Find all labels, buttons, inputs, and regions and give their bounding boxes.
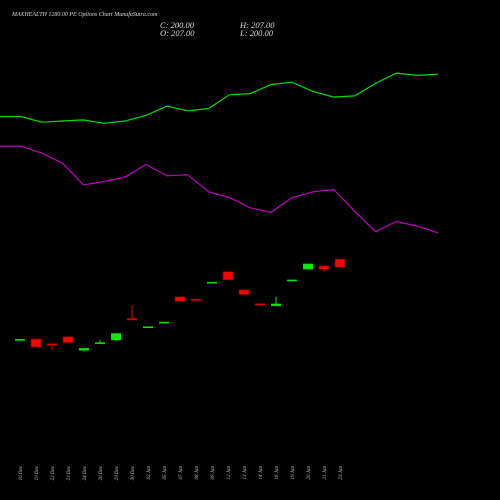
candle-body xyxy=(46,343,58,346)
candle-body xyxy=(207,281,217,284)
average-line xyxy=(0,145,439,234)
x-tick-label: 19 Jan xyxy=(291,466,296,480)
x-tick-label: 24 Dec xyxy=(83,465,88,480)
candle-body xyxy=(238,289,250,295)
x-tick-label: 16 Jan xyxy=(275,466,280,480)
candle-body xyxy=(287,279,297,282)
candle-body xyxy=(159,321,169,324)
x-tick-label: 13 Jan xyxy=(243,466,248,480)
low-label: L: 200.00 xyxy=(239,28,274,38)
candle-body xyxy=(303,263,313,270)
x-tick-label: 05 Jan xyxy=(163,466,168,480)
candle-body xyxy=(222,271,234,280)
x-tick-label: 09 Jan xyxy=(211,466,216,480)
candle-body xyxy=(126,318,138,321)
candle-body xyxy=(62,336,74,343)
candle-body xyxy=(30,338,42,348)
average-line xyxy=(0,72,439,124)
x-tick-label: 23 Jan xyxy=(339,466,344,480)
open-label: O: 207.00 xyxy=(160,28,195,38)
x-tick-label: 08 Jan xyxy=(195,466,200,480)
x-tick-label: 29 Dec xyxy=(115,465,120,480)
candle-body xyxy=(271,303,281,306)
x-tick-label: 20 Jan xyxy=(307,466,312,480)
candle-body xyxy=(143,326,153,328)
candle-body xyxy=(111,333,121,341)
x-tick-label: 23 Dec xyxy=(67,465,72,480)
candle-body xyxy=(79,348,89,351)
x-tick-label: 07 Jan xyxy=(179,466,184,480)
x-tick-label: 16 Dec xyxy=(19,465,24,480)
x-tick-label: 19 Dec xyxy=(35,465,40,480)
high-label: H: 207.00 xyxy=(239,20,275,30)
x-tick-label: 22 Dec xyxy=(51,465,56,480)
close-label: C: 200.00 xyxy=(160,20,195,30)
candle-body xyxy=(95,342,105,344)
chart-title: MAXHEALTH 1280.00 PE Options Chart Munaf… xyxy=(11,11,158,18)
x-tick-label: 21 Jan xyxy=(323,466,328,480)
x-tick-label: 30 Dec xyxy=(131,465,136,480)
candle-body xyxy=(15,339,25,341)
x-tick-label: 26 Dec xyxy=(99,465,104,480)
candle-body xyxy=(174,296,186,302)
x-tick-label: 14 Jan xyxy=(259,466,264,480)
x-tick-label: 02 Jan xyxy=(147,466,152,480)
candle-body xyxy=(254,303,266,306)
candle-body xyxy=(334,258,346,268)
x-tick-label: 12 Jan xyxy=(227,466,232,480)
candle-body xyxy=(318,265,330,270)
candle-body xyxy=(190,298,202,301)
